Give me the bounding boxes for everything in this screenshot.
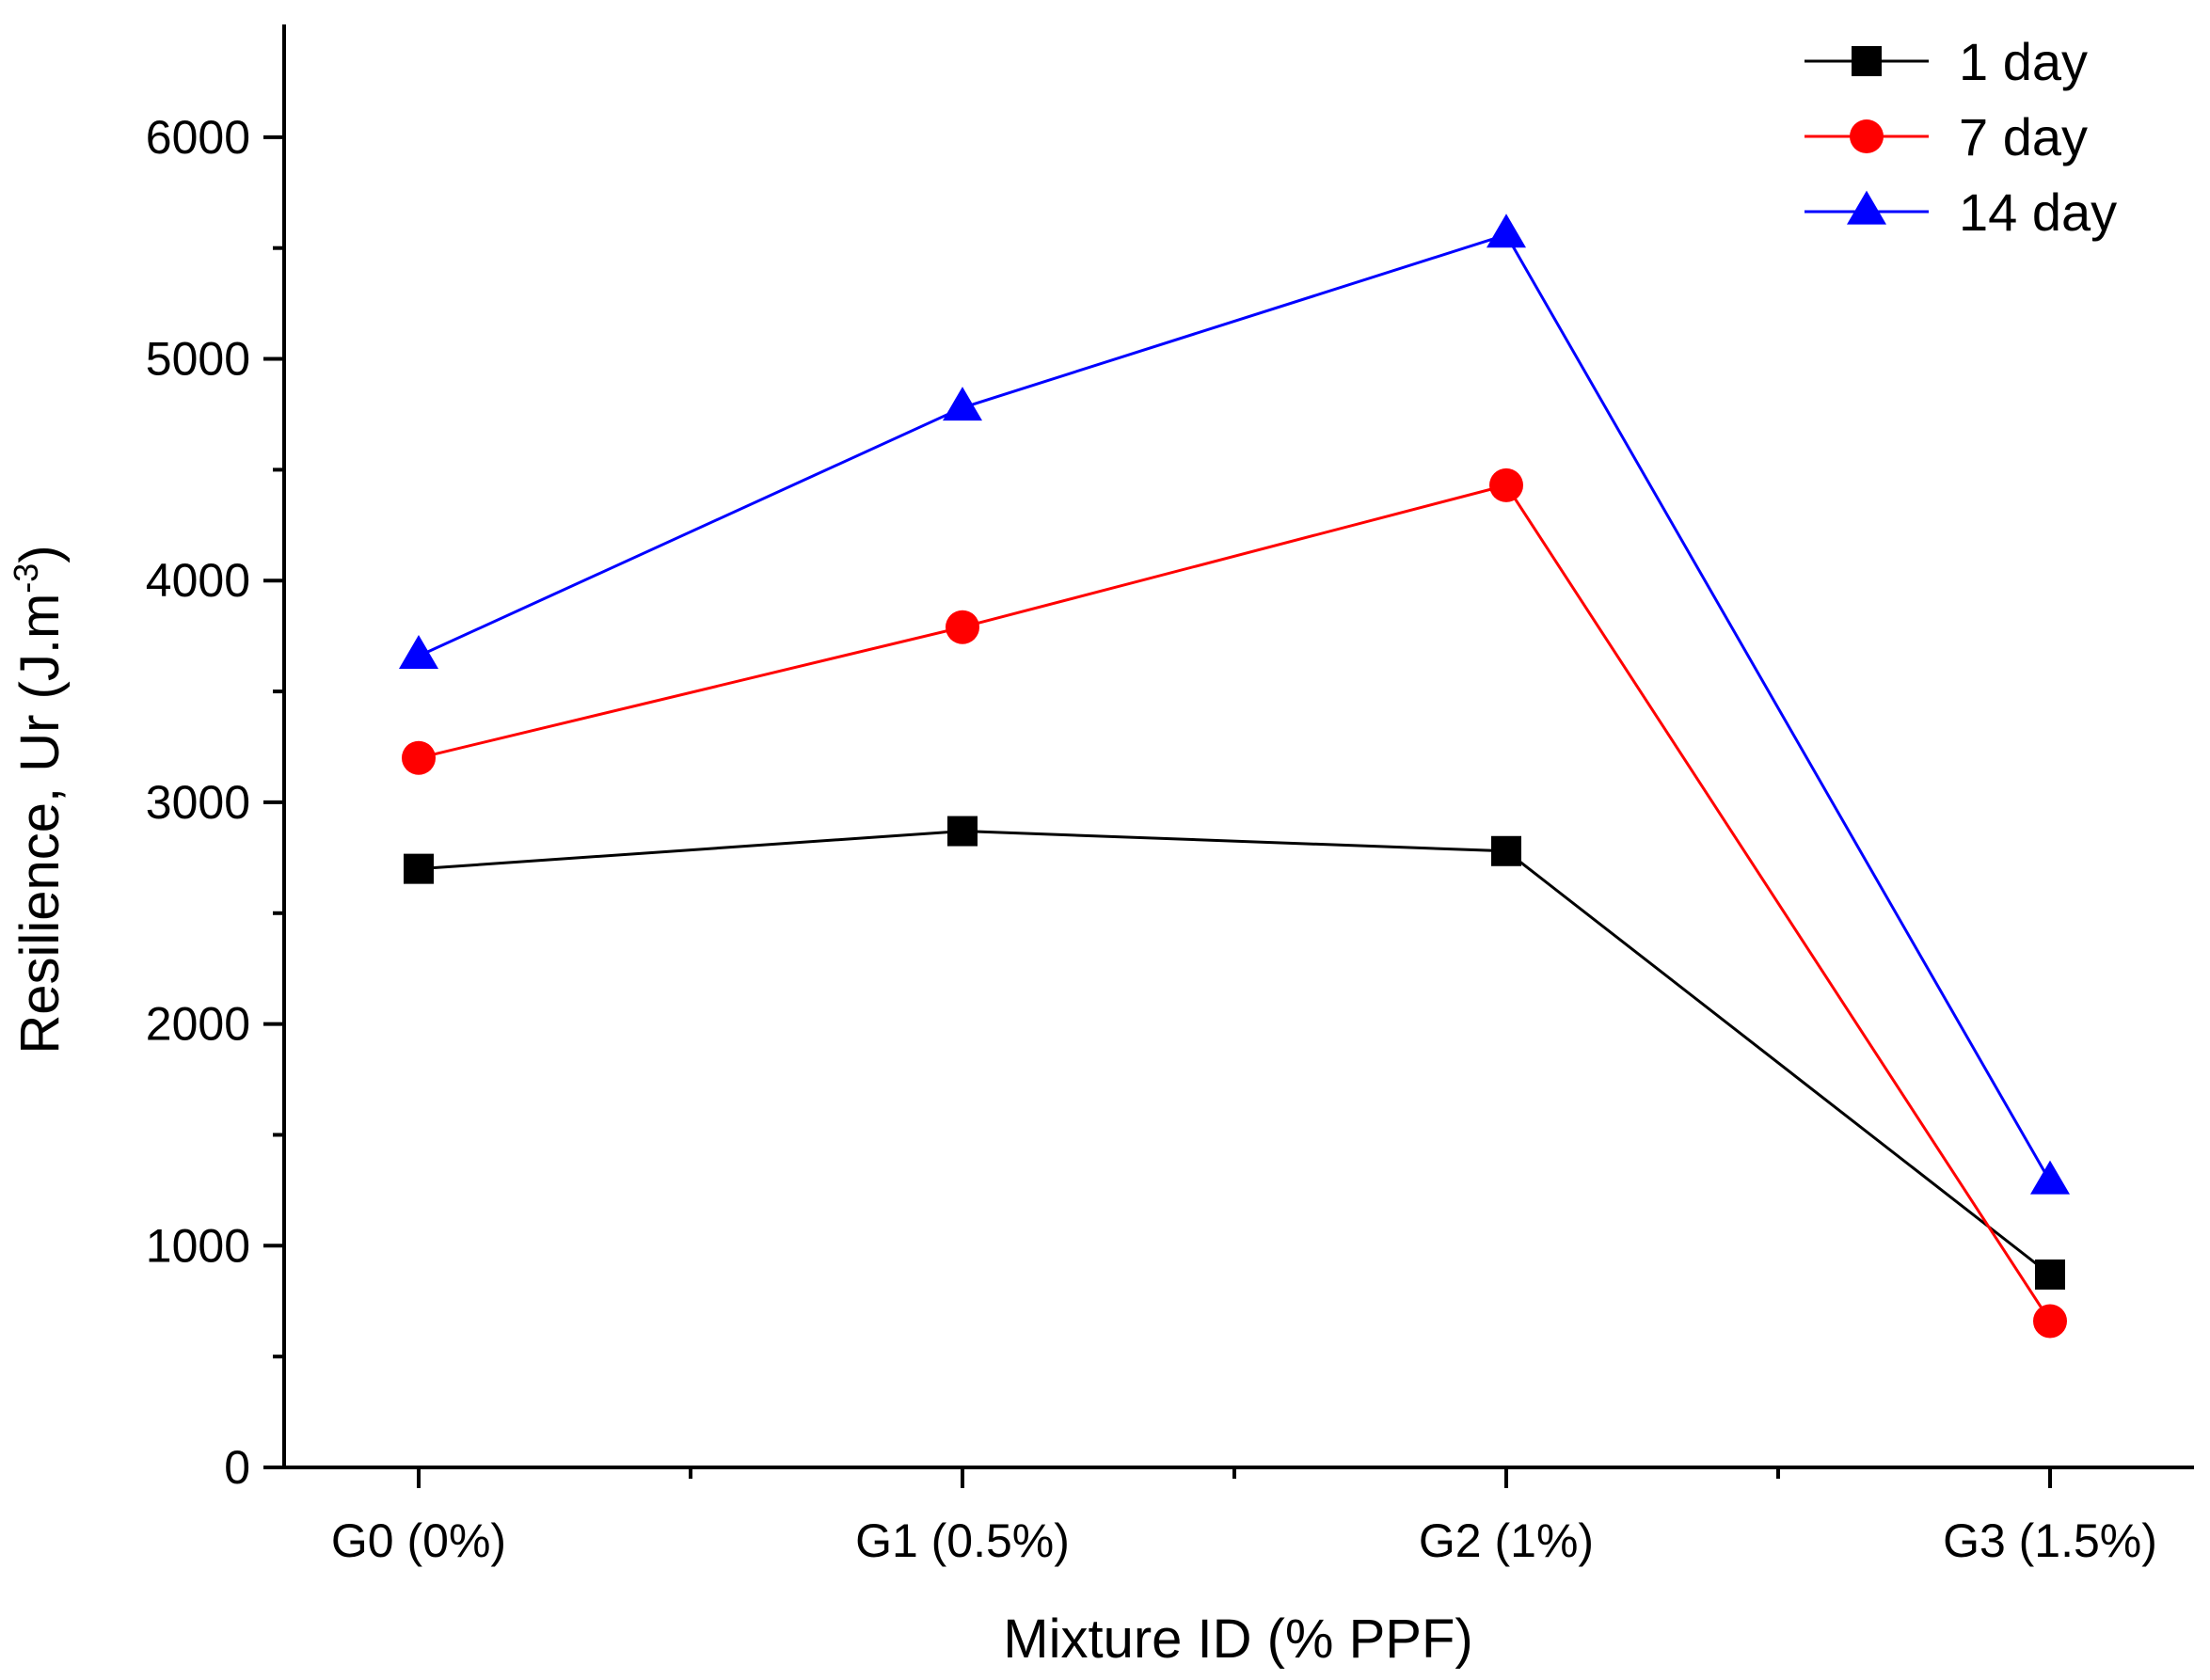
series-7-day xyxy=(402,468,2067,1339)
y-axis-title-close: ) xyxy=(9,545,71,563)
data-point xyxy=(2033,1304,2067,1339)
y-tick-label: 2000 xyxy=(146,998,250,1051)
legend: 1 day 7 day 14 day xyxy=(1805,32,2117,242)
data-point xyxy=(2030,1160,2070,1195)
data-point xyxy=(2035,1259,2065,1290)
legend-entry: 14 day xyxy=(1805,182,2117,242)
y-axis-title-superscript: -3 xyxy=(7,563,45,594)
series-line xyxy=(418,830,2051,1276)
x-tick-label: G3 (1.5%) xyxy=(1943,1514,2157,1567)
legend-entry: 1 day xyxy=(1805,32,2088,91)
series-line xyxy=(418,483,2052,1323)
y-tick-label: 1000 xyxy=(146,1219,250,1272)
legend-label: 14 day xyxy=(1959,182,2117,242)
data-point xyxy=(1491,835,1521,866)
data-point xyxy=(1487,214,1526,248)
data-point xyxy=(404,853,434,884)
y-axis-title-main: Resilience, Ur (J.m xyxy=(9,594,71,1054)
legend-label: 1 day xyxy=(1959,32,2088,91)
data-point xyxy=(943,387,982,421)
data-point xyxy=(947,816,978,847)
y-tick-label: 4000 xyxy=(146,554,250,607)
x-tick-label: G0 (0%) xyxy=(331,1514,506,1567)
data-point xyxy=(946,610,979,644)
data-point xyxy=(402,740,436,775)
data-point xyxy=(1489,468,1523,502)
x-tick-label: G1 (0.5%) xyxy=(855,1514,1070,1567)
axes: 0 1000 2000 3000 4000 5000 6000 G0 (0%) G1 (0.5%… xyxy=(146,24,2194,1567)
legend-label: 7 day xyxy=(1959,107,2088,166)
series-1-day xyxy=(404,816,2065,1290)
data-point xyxy=(399,635,438,670)
x-tick-label: G2 (1%) xyxy=(1419,1514,1594,1567)
series-layer xyxy=(399,214,2070,1339)
y-tick-label: 3000 xyxy=(146,776,250,829)
legend-entry: 7 day xyxy=(1805,107,2088,166)
legend-marker xyxy=(1847,190,1886,225)
legend-marker xyxy=(1852,46,1882,76)
y-tick-label: 5000 xyxy=(146,333,250,386)
legend-marker xyxy=(1850,119,1884,153)
series-line xyxy=(418,232,2052,1182)
series-14-day xyxy=(399,214,2070,1195)
y-tick-label: 6000 xyxy=(146,111,250,164)
y-axis-title: Resilience, Ur (J.m-3) xyxy=(7,545,71,1054)
x-axis-title: Mixture ID (% PPF) xyxy=(1003,1609,1473,1670)
y-tick-label: 0 xyxy=(224,1441,250,1494)
